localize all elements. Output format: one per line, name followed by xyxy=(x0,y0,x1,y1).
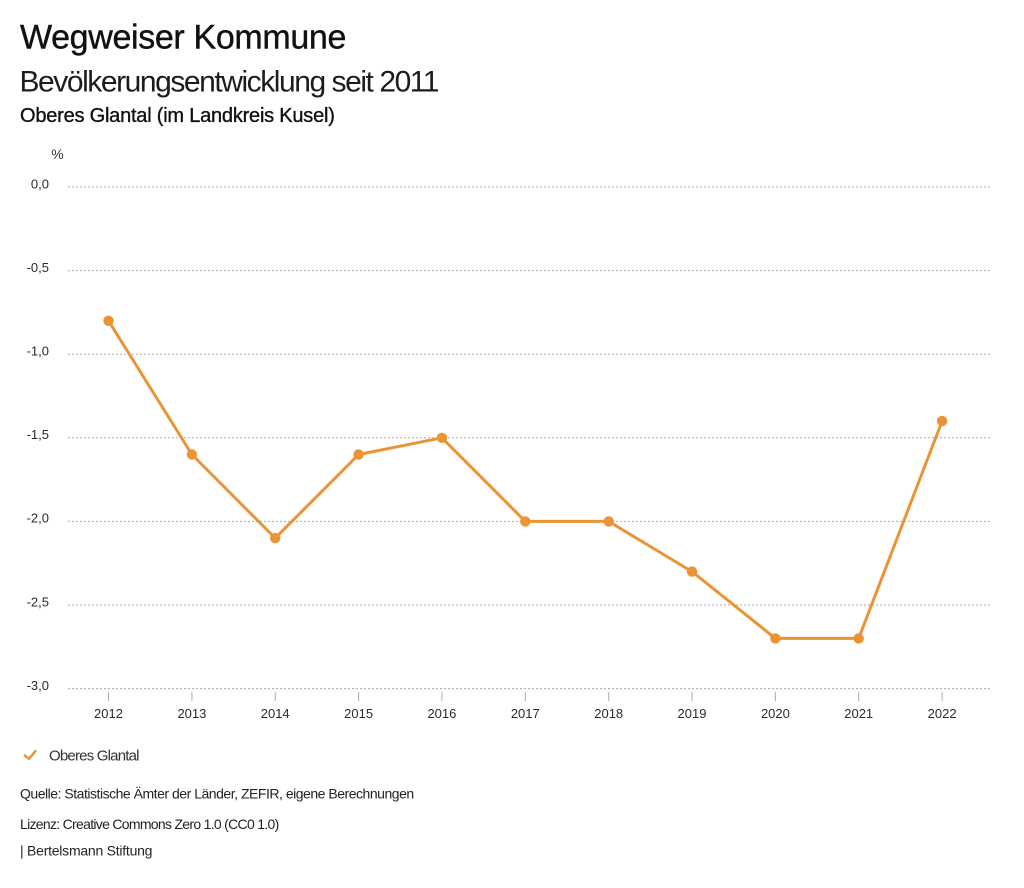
svg-text:-1,0: -1,0 xyxy=(27,344,49,359)
svg-text:2018: 2018 xyxy=(594,706,623,721)
svg-text:2017: 2017 xyxy=(511,706,540,721)
svg-text:Oberes Glantal (im Landkreis K: Oberes Glantal (im Landkreis Kusel) xyxy=(20,105,335,127)
svg-text:Wegweiser Kommune: Wegweiser Kommune xyxy=(20,19,346,57)
svg-text:| Bertelsmann Stiftung: | Bertelsmann Stiftung xyxy=(20,843,152,859)
svg-text:2014: 2014 xyxy=(261,706,290,721)
svg-text:2013: 2013 xyxy=(177,706,206,721)
svg-text:2019: 2019 xyxy=(678,706,707,721)
svg-text:-1,5: -1,5 xyxy=(27,427,49,442)
svg-text:2016: 2016 xyxy=(427,706,456,721)
svg-text:Oberes Glantal: Oberes Glantal xyxy=(49,748,139,765)
svg-text:2020: 2020 xyxy=(761,706,790,721)
svg-text:2015: 2015 xyxy=(344,706,373,721)
svg-text:Quelle: Statistische Ämter der: Quelle: Statistische Ämter der Länder, Z… xyxy=(20,785,414,801)
svg-text:%: % xyxy=(51,146,63,162)
svg-text:2021: 2021 xyxy=(844,706,873,721)
svg-text:2022: 2022 xyxy=(928,706,957,721)
svg-text:2012: 2012 xyxy=(94,706,123,721)
svg-text:-0,5: -0,5 xyxy=(27,260,49,275)
svg-text:Lizenz: Creative Commons Zero: Lizenz: Creative Commons Zero 1.0 (CC0 1… xyxy=(20,816,279,832)
svg-text:Bevölkerungsentwicklung seit 2: Bevölkerungsentwicklung seit 2011 xyxy=(20,66,439,99)
svg-text:-2,5: -2,5 xyxy=(27,594,49,609)
svg-text:-2,0: -2,0 xyxy=(27,511,49,526)
svg-text:0,0: 0,0 xyxy=(31,176,49,191)
svg-text:-3,0: -3,0 xyxy=(27,678,49,693)
